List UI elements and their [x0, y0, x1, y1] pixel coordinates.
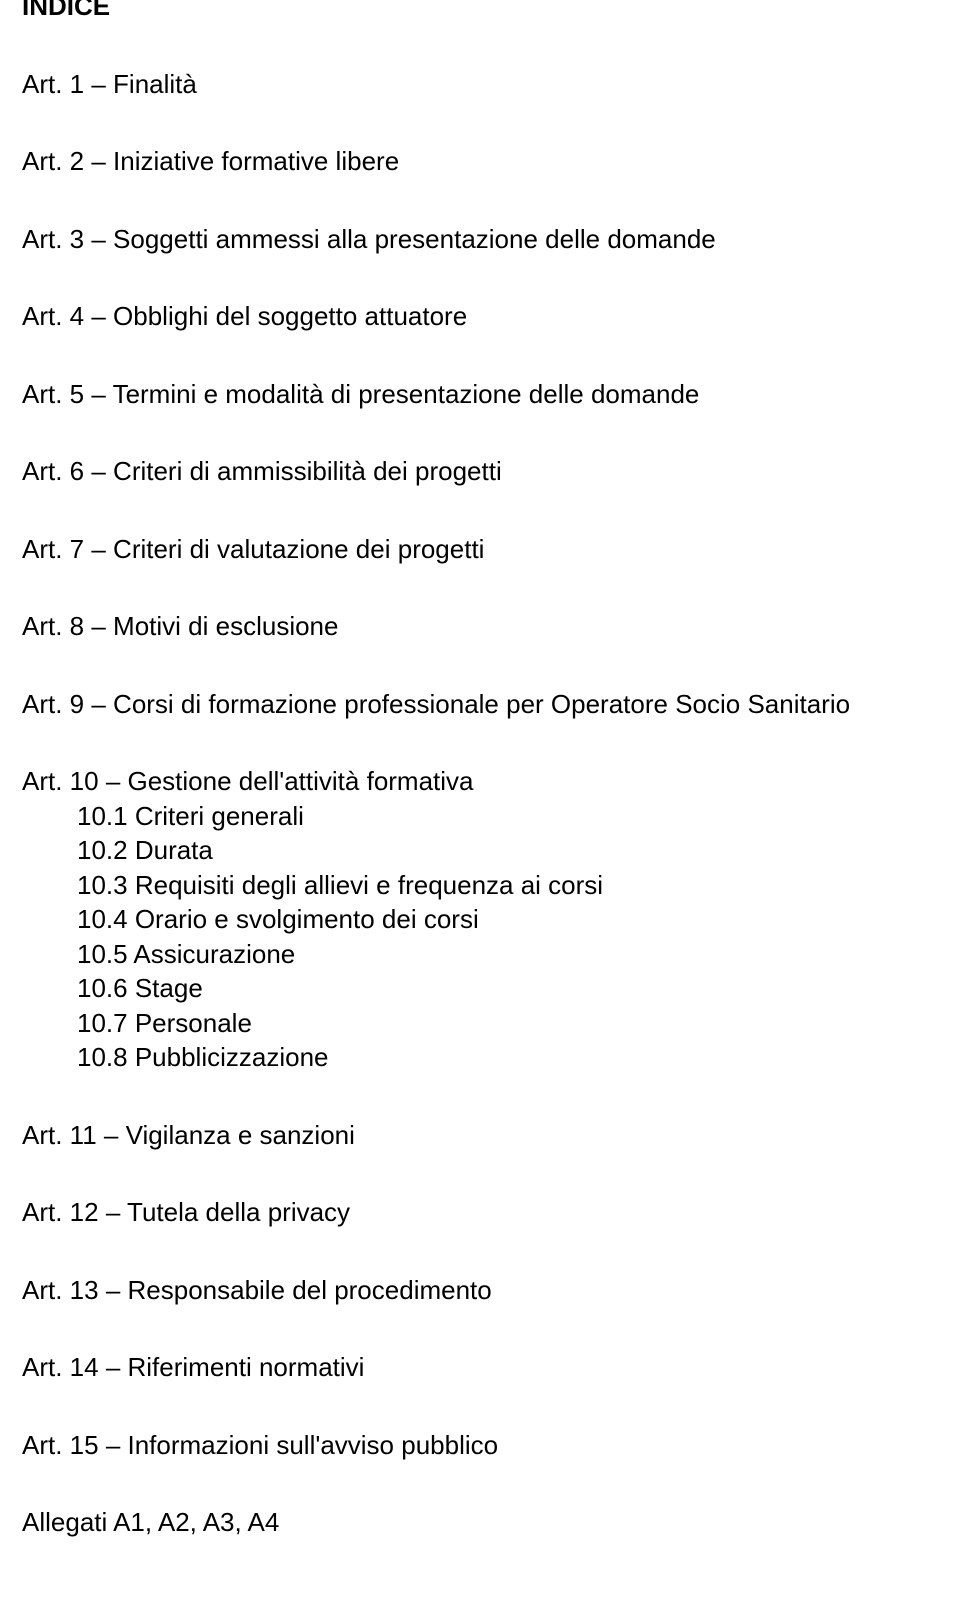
toc-item: Art. 4 – Obblighi del soggetto attuatore	[22, 300, 938, 333]
toc-item: Art. 5 – Termini e modalità di presentaz…	[22, 378, 938, 411]
toc-item-label: Art. 10 – Gestione dell'attività formati…	[22, 765, 938, 798]
toc-subitem: 10.7 Personale	[77, 1007, 938, 1040]
document-page: INDICE Art. 1 – Finalità Art. 2 – Inizia…	[0, 0, 960, 1599]
toc-item: Art. 2 – Iniziative formative libere	[22, 145, 938, 178]
toc-item: Art. 3 – Soggetti ammessi alla presentaz…	[22, 223, 938, 256]
toc-subitem: 10.8 Pubblicizzazione	[77, 1041, 938, 1074]
toc-item: Art. 7 – Criteri di valutazione dei prog…	[22, 533, 938, 566]
toc-item-with-sub: Art. 10 – Gestione dell'attività formati…	[22, 765, 938, 1074]
toc-subitem: 10.6 Stage	[77, 972, 938, 1005]
toc-subitem: 10.1 Criteri generali	[77, 800, 938, 833]
toc-item: Art. 11 – Vigilanza e sanzioni	[22, 1119, 938, 1152]
toc-subitem: 10.3 Requisiti degli allievi e frequenza…	[77, 869, 938, 902]
toc-item: Art. 12 – Tutela della privacy	[22, 1196, 938, 1229]
toc-item: Art. 6 – Criteri di ammissibilità dei pr…	[22, 455, 938, 488]
toc-sublist: 10.1 Criteri generali 10.2 Durata 10.3 R…	[22, 800, 938, 1074]
index-title: INDICE	[22, 0, 938, 23]
toc-subitem: 10.5 Assicurazione	[77, 938, 938, 971]
toc-item: Art. 1 – Finalità	[22, 68, 938, 101]
toc-subitem: 10.4 Orario e svolgimento dei corsi	[77, 903, 938, 936]
toc-subitem: 10.2 Durata	[77, 834, 938, 867]
toc-allegati: Allegati A1, A2, A3, A4	[22, 1506, 938, 1539]
toc-item: Art. 9 – Corsi di formazione professiona…	[22, 688, 938, 721]
toc-item: Art. 8 – Motivi di esclusione	[22, 610, 938, 643]
toc-item: Art. 13 – Responsabile del procedimento	[22, 1274, 938, 1307]
toc-item: Art. 14 – Riferimenti normativi	[22, 1351, 938, 1384]
toc-item: Art. 15 – Informazioni sull'avviso pubbl…	[22, 1429, 938, 1462]
